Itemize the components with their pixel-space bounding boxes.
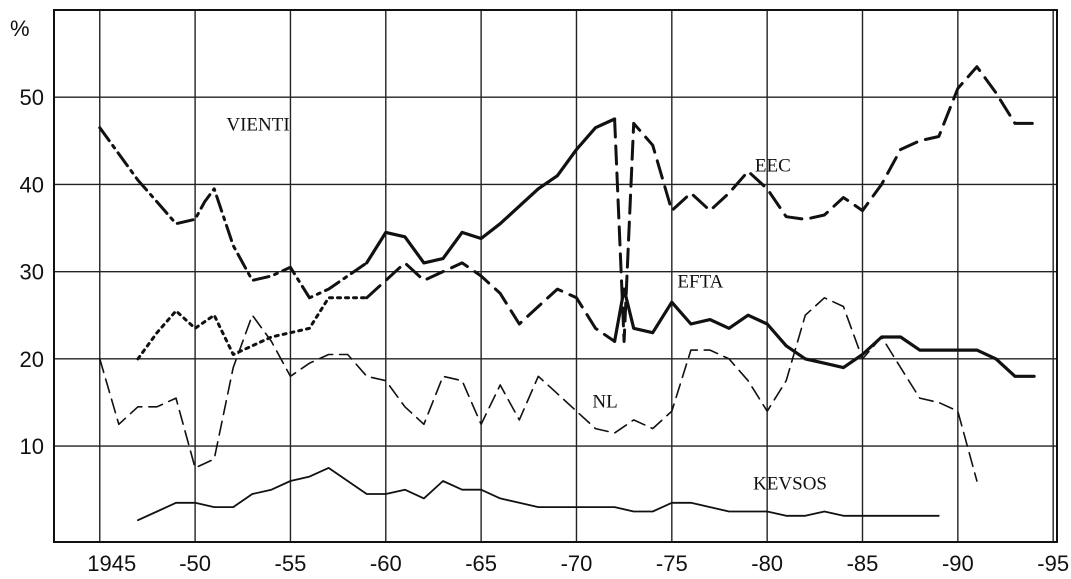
series-line-nl-6 bbox=[99, 297, 978, 482]
y-tick-label: 50 bbox=[20, 85, 44, 110]
series-line-efta-5 bbox=[613, 287, 1036, 378]
x-tick-label: -90 bbox=[942, 551, 974, 576]
x-tick-label: 1945 bbox=[87, 551, 136, 576]
x-tick-label: -50 bbox=[179, 551, 211, 576]
x-gridlines bbox=[99, 10, 1054, 542]
x-tick-label: -95 bbox=[1037, 551, 1069, 576]
x-tick-label: -85 bbox=[847, 551, 879, 576]
x-tick-labels: 1945 -50 -55 -60 -65 -70 -75 -80 -85 -90 -95 bbox=[87, 551, 1069, 576]
y-unit-label: % bbox=[10, 16, 30, 41]
x-tick-label: -55 bbox=[275, 551, 307, 576]
x-tick-label: -60 bbox=[370, 551, 402, 576]
annotation-vienti: VIENTI bbox=[226, 114, 289, 135]
series-line-efta-4 bbox=[365, 261, 617, 343]
series-line-eec-1 bbox=[365, 117, 617, 265]
y-gridlines bbox=[54, 96, 1057, 447]
y-tick-label: 20 bbox=[20, 347, 44, 372]
y-tick-label: 10 bbox=[20, 434, 44, 459]
series-line-eec-0 bbox=[98, 126, 369, 300]
annotation-kevsos: KEVSOS bbox=[753, 474, 827, 495]
series-line-efta-3 bbox=[136, 296, 369, 361]
series-annotations: VIENTI EEC EFTA NL KEVSOS bbox=[226, 114, 827, 494]
x-tick-label: -75 bbox=[656, 551, 688, 576]
x-tick-label: -70 bbox=[561, 551, 593, 576]
plot-frame bbox=[53, 9, 1058, 543]
x-tick-label: -80 bbox=[751, 551, 783, 576]
annotation-nl: NL bbox=[592, 392, 617, 413]
series-line-eec-2 bbox=[613, 65, 1036, 343]
series-layer bbox=[98, 65, 1036, 522]
y-tick-label: 40 bbox=[20, 172, 44, 197]
y-tick-labels: 10 20 30 40 50 bbox=[20, 85, 44, 459]
annotation-efta: EFTA bbox=[677, 271, 723, 292]
series-line-kevsos-7 bbox=[137, 467, 940, 522]
x-tick-label: -65 bbox=[465, 551, 497, 576]
y-tick-label: 30 bbox=[20, 260, 44, 285]
annotation-eec: EEC bbox=[755, 155, 791, 176]
